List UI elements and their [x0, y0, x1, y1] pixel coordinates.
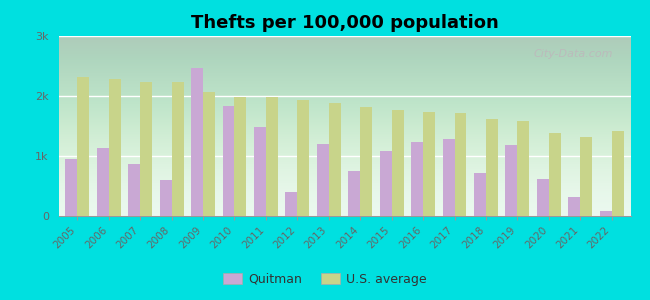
Text: City-Data.com: City-Data.com	[534, 49, 614, 58]
Title: Thefts per 100,000 population: Thefts per 100,000 population	[190, 14, 499, 32]
Bar	[140, 82, 152, 216]
Bar	[317, 144, 329, 216]
Bar	[348, 171, 360, 216]
Bar	[600, 211, 612, 216]
Bar	[254, 127, 266, 216]
Bar	[297, 100, 309, 216]
Bar	[191, 68, 203, 216]
Bar	[329, 103, 341, 216]
Bar	[474, 173, 486, 216]
Bar	[537, 179, 549, 216]
Bar	[77, 77, 89, 216]
Bar	[423, 112, 435, 216]
Bar	[486, 119, 498, 216]
Bar	[506, 145, 517, 216]
Bar	[160, 180, 172, 216]
Bar	[222, 106, 235, 216]
Bar	[580, 137, 592, 216]
Bar	[454, 113, 467, 216]
Bar	[549, 133, 561, 216]
Bar	[411, 142, 423, 216]
Bar	[568, 197, 580, 216]
Bar	[517, 121, 529, 216]
Bar	[392, 110, 404, 216]
Bar	[266, 97, 278, 216]
Bar	[97, 148, 109, 216]
Bar	[443, 139, 454, 216]
Bar	[612, 131, 623, 216]
Bar	[66, 159, 77, 216]
Bar	[128, 164, 140, 216]
Bar	[380, 151, 392, 216]
Bar	[235, 97, 246, 216]
Bar	[172, 82, 183, 216]
Bar	[203, 92, 215, 216]
Legend: Quitman, U.S. average: Quitman, U.S. average	[218, 268, 432, 291]
Bar	[285, 192, 297, 216]
Bar	[109, 79, 121, 216]
Bar	[360, 107, 372, 216]
